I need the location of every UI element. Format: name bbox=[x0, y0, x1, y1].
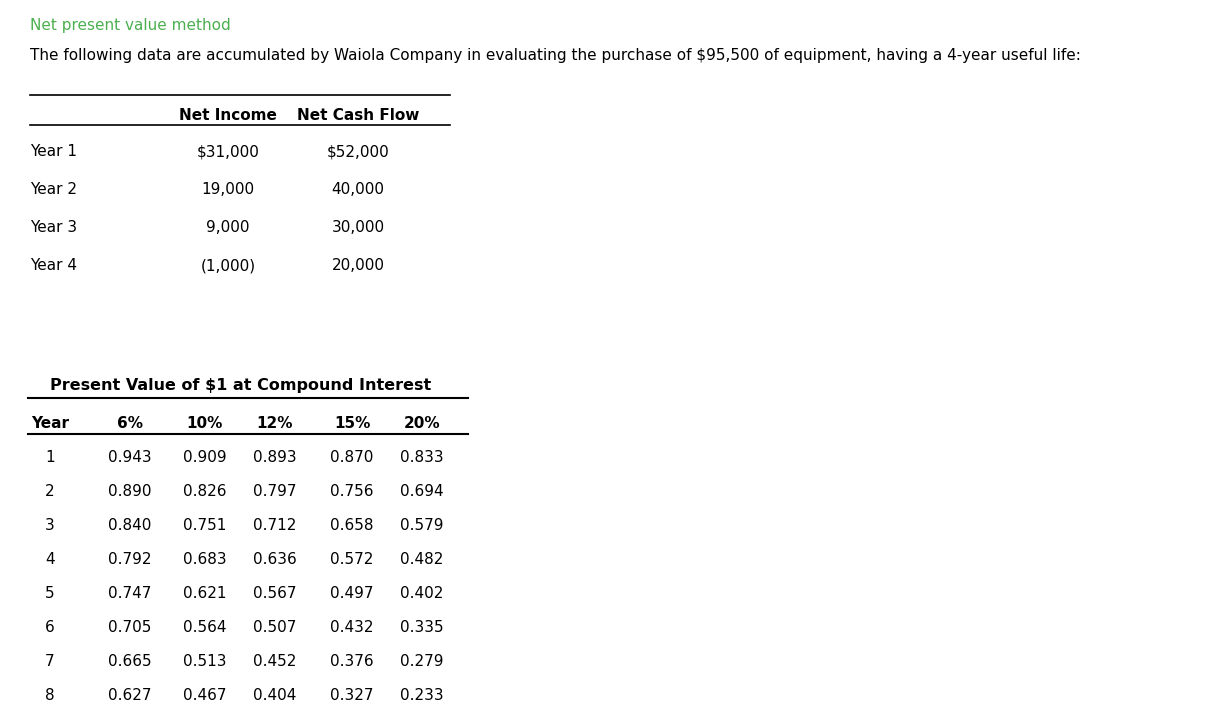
Text: 0.402: 0.402 bbox=[400, 586, 444, 601]
Text: 0.404: 0.404 bbox=[253, 689, 297, 704]
Text: 0.507: 0.507 bbox=[253, 621, 297, 636]
Text: 0.943: 0.943 bbox=[108, 450, 152, 465]
Text: 0.840: 0.840 bbox=[108, 518, 152, 533]
Text: 0.579: 0.579 bbox=[400, 518, 444, 533]
Text: $31,000: $31,000 bbox=[197, 144, 259, 159]
Text: 0.513: 0.513 bbox=[184, 654, 226, 669]
Text: 0.797: 0.797 bbox=[253, 485, 297, 500]
Text: 0.497: 0.497 bbox=[330, 586, 374, 601]
Text: 0.327: 0.327 bbox=[330, 689, 374, 704]
Text: Net Cash Flow: Net Cash Flow bbox=[297, 108, 419, 123]
Text: 2: 2 bbox=[45, 485, 55, 500]
Text: 0.452: 0.452 bbox=[253, 654, 297, 669]
Text: 0.833: 0.833 bbox=[400, 450, 444, 465]
Text: 6: 6 bbox=[45, 621, 55, 636]
Text: $52,000: $52,000 bbox=[326, 144, 389, 159]
Text: 6%: 6% bbox=[117, 416, 144, 431]
Text: 0.376: 0.376 bbox=[330, 654, 374, 669]
Text: 19,000: 19,000 bbox=[202, 182, 254, 197]
Text: 0.564: 0.564 bbox=[184, 621, 226, 636]
Text: 0.756: 0.756 bbox=[330, 485, 374, 500]
Text: 10%: 10% bbox=[187, 416, 223, 431]
Text: Net present value method: Net present value method bbox=[30, 18, 231, 33]
Text: 9,000: 9,000 bbox=[206, 220, 249, 235]
Text: 0.792: 0.792 bbox=[108, 553, 152, 568]
Text: 0.665: 0.665 bbox=[108, 654, 152, 669]
Text: Net Income: Net Income bbox=[179, 108, 277, 123]
Text: 0.567: 0.567 bbox=[253, 586, 297, 601]
Text: 0.705: 0.705 bbox=[108, 621, 152, 636]
Text: 0.636: 0.636 bbox=[253, 553, 297, 568]
Text: 40,000: 40,000 bbox=[331, 182, 385, 197]
Text: 7: 7 bbox=[45, 654, 55, 669]
Text: Year: Year bbox=[30, 416, 69, 431]
Text: 0.826: 0.826 bbox=[184, 485, 226, 500]
Text: 0.870: 0.870 bbox=[330, 450, 374, 465]
Text: 12%: 12% bbox=[257, 416, 293, 431]
Text: 0.890: 0.890 bbox=[108, 485, 152, 500]
Text: 0.233: 0.233 bbox=[400, 689, 444, 704]
Text: 0.621: 0.621 bbox=[184, 586, 226, 601]
Text: 0.909: 0.909 bbox=[184, 450, 226, 465]
Text: 0.572: 0.572 bbox=[330, 553, 374, 568]
Text: 30,000: 30,000 bbox=[331, 220, 385, 235]
Text: 0.482: 0.482 bbox=[400, 553, 444, 568]
Text: 5: 5 bbox=[45, 586, 55, 601]
Text: 8: 8 bbox=[45, 689, 55, 704]
Text: (1,000): (1,000) bbox=[201, 259, 256, 274]
Text: Year 3: Year 3 bbox=[30, 220, 77, 235]
Text: 0.658: 0.658 bbox=[330, 518, 374, 533]
Text: 0.432: 0.432 bbox=[330, 621, 374, 636]
Text: 0.712: 0.712 bbox=[253, 518, 297, 533]
Text: 0.694: 0.694 bbox=[400, 485, 444, 500]
Text: 4: 4 bbox=[45, 553, 55, 568]
Text: 1: 1 bbox=[45, 450, 55, 465]
Text: 0.751: 0.751 bbox=[184, 518, 226, 533]
Text: 20%: 20% bbox=[404, 416, 441, 431]
Text: 0.627: 0.627 bbox=[108, 689, 152, 704]
Text: 0.335: 0.335 bbox=[400, 621, 444, 636]
Text: Year 2: Year 2 bbox=[30, 182, 77, 197]
Text: 0.279: 0.279 bbox=[400, 654, 444, 669]
Text: 0.893: 0.893 bbox=[253, 450, 297, 465]
Text: 0.467: 0.467 bbox=[184, 689, 226, 704]
Text: 15%: 15% bbox=[333, 416, 370, 431]
Text: Year 1: Year 1 bbox=[30, 144, 77, 159]
Text: 0.747: 0.747 bbox=[108, 586, 152, 601]
Text: The following data are accumulated by Waiola Company in evaluating the purchase : The following data are accumulated by Wa… bbox=[30, 48, 1081, 63]
Text: 20,000: 20,000 bbox=[331, 259, 385, 274]
Text: Present Value of $1 at Compound Interest: Present Value of $1 at Compound Interest bbox=[50, 378, 431, 393]
Text: 3: 3 bbox=[45, 518, 55, 533]
Text: 0.683: 0.683 bbox=[184, 553, 226, 568]
Text: Year 4: Year 4 bbox=[30, 259, 77, 274]
